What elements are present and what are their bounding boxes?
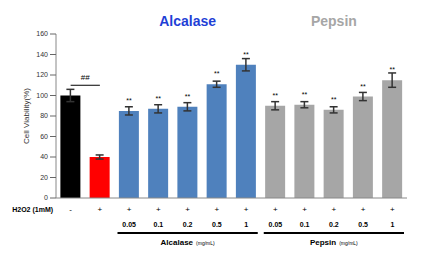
svg-text:0.05: 0.05 <box>122 221 136 228</box>
svg-text:0.5: 0.5 <box>212 221 222 228</box>
svg-text:0.5: 0.5 <box>358 221 368 228</box>
svg-text:**: ** <box>360 83 366 90</box>
svg-text:20: 20 <box>40 174 48 181</box>
svg-text:1: 1 <box>244 221 248 228</box>
svg-text:**: ** <box>389 66 395 73</box>
svg-text:80: 80 <box>40 112 48 119</box>
svg-text:0.1: 0.1 <box>300 221 310 228</box>
svg-text:+: + <box>244 205 249 214</box>
svg-text:+: + <box>361 205 366 214</box>
svg-text:**: ** <box>331 96 337 103</box>
svg-text:120: 120 <box>36 71 48 78</box>
svg-text:**: ** <box>302 91 308 98</box>
svg-text:+: + <box>332 205 337 214</box>
svg-text:-: - <box>69 205 72 214</box>
svg-text:+: + <box>127 205 132 214</box>
svg-text:1: 1 <box>390 221 394 228</box>
svg-text:Pepsin: Pepsin <box>311 13 357 29</box>
svg-text:**: ** <box>155 95 161 102</box>
svg-text:+: + <box>390 205 395 214</box>
svg-text:**: ** <box>272 92 278 99</box>
svg-text:100: 100 <box>36 92 48 99</box>
svg-text:160: 160 <box>36 30 48 37</box>
svg-text:**: ** <box>126 97 132 104</box>
svg-text:Alcalase: Alcalase <box>159 13 216 29</box>
svg-text:Alcalase(mg/mL): Alcalase(mg/mL) <box>161 238 215 247</box>
svg-text:Pepsin(mg/mL): Pepsin(mg/mL) <box>310 238 358 247</box>
svg-text:+: + <box>273 205 278 214</box>
svg-text:**: ** <box>214 70 220 77</box>
svg-text:+: + <box>302 205 307 214</box>
svg-text:60: 60 <box>40 133 48 140</box>
svg-text:H2O2 (1mM): H2O2 (1mM) <box>12 206 53 214</box>
svg-text:140: 140 <box>36 51 48 58</box>
svg-text:0.05: 0.05 <box>269 221 283 228</box>
svg-text:Cell Viability(%): Cell Viability(%) <box>22 88 31 144</box>
svg-text:+: + <box>98 205 103 214</box>
svg-text:0.1: 0.1 <box>154 221 164 228</box>
svg-text:+: + <box>156 205 161 214</box>
svg-text:+: + <box>185 205 190 214</box>
svg-text:+: + <box>215 205 220 214</box>
svg-text:40: 40 <box>40 153 48 160</box>
svg-text:0: 0 <box>44 194 48 201</box>
svg-text:##: ## <box>81 73 90 82</box>
svg-text:0.2: 0.2 <box>183 221 193 228</box>
svg-text:0.2: 0.2 <box>329 221 339 228</box>
svg-text:**: ** <box>185 93 191 100</box>
svg-text:**: ** <box>243 51 249 58</box>
